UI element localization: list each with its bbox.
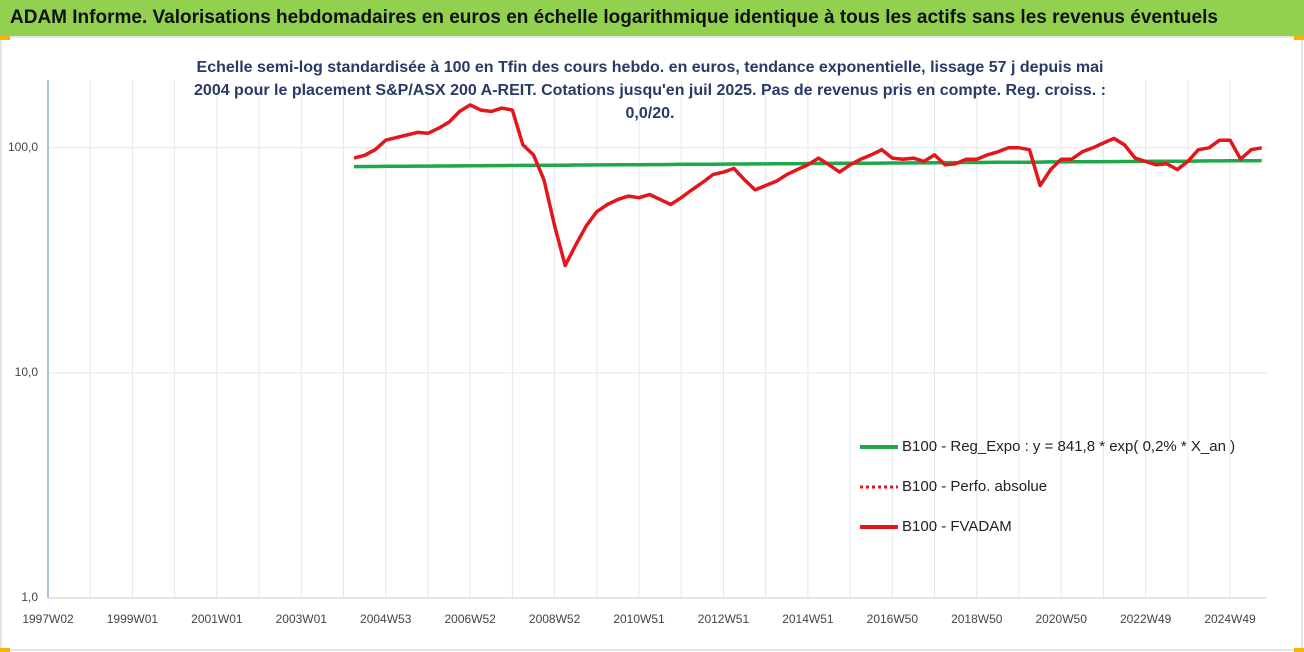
- x-tick-label: 2001W01: [191, 612, 243, 626]
- corner: [1294, 648, 1304, 652]
- x-tick-label: 2006W52: [444, 612, 496, 626]
- x-tick-label: 2008W52: [529, 612, 581, 626]
- page-title: ADAM Informe. Valorisations hebdomadaire…: [0, 0, 1304, 36]
- x-tick-label: 2016W50: [867, 612, 919, 626]
- series-line: [353, 103, 1263, 268]
- corner: [0, 36, 10, 40]
- legend-label: B100 - FVADAM: [902, 518, 1012, 535]
- corner: [1294, 36, 1304, 40]
- y-tick-label: 1,0: [21, 590, 38, 604]
- x-tick-label: 1997W02: [22, 612, 74, 626]
- y-tick-label: 100,0: [8, 140, 38, 154]
- y-tick-label: 10,0: [15, 365, 39, 379]
- corner: [0, 648, 10, 652]
- frame: [0, 36, 1303, 651]
- legend-label: B100 - Perfo. absolue: [902, 478, 1047, 495]
- x-tick-label: 2014W51: [782, 612, 834, 626]
- x-tick-label: 2012W51: [698, 612, 750, 626]
- x-tick-label: 2020W50: [1036, 612, 1088, 626]
- x-tick-label: 2024W49: [1204, 612, 1256, 626]
- x-tick-label: 2018W50: [951, 612, 1003, 626]
- legend-label: B100 - Reg_Expo : y = 841,8 * exp( 0,2% …: [902, 438, 1235, 455]
- x-tick-label: 2022W49: [1120, 612, 1172, 626]
- chart-title: Echelle semi-log standardisée à 100 en T…: [194, 59, 1106, 122]
- x-tick-label: 2004W53: [360, 612, 412, 626]
- x-tick-label: 2003W01: [276, 612, 328, 626]
- x-tick-label: 2010W51: [613, 612, 665, 626]
- x-tick-label: 1999W01: [107, 612, 159, 626]
